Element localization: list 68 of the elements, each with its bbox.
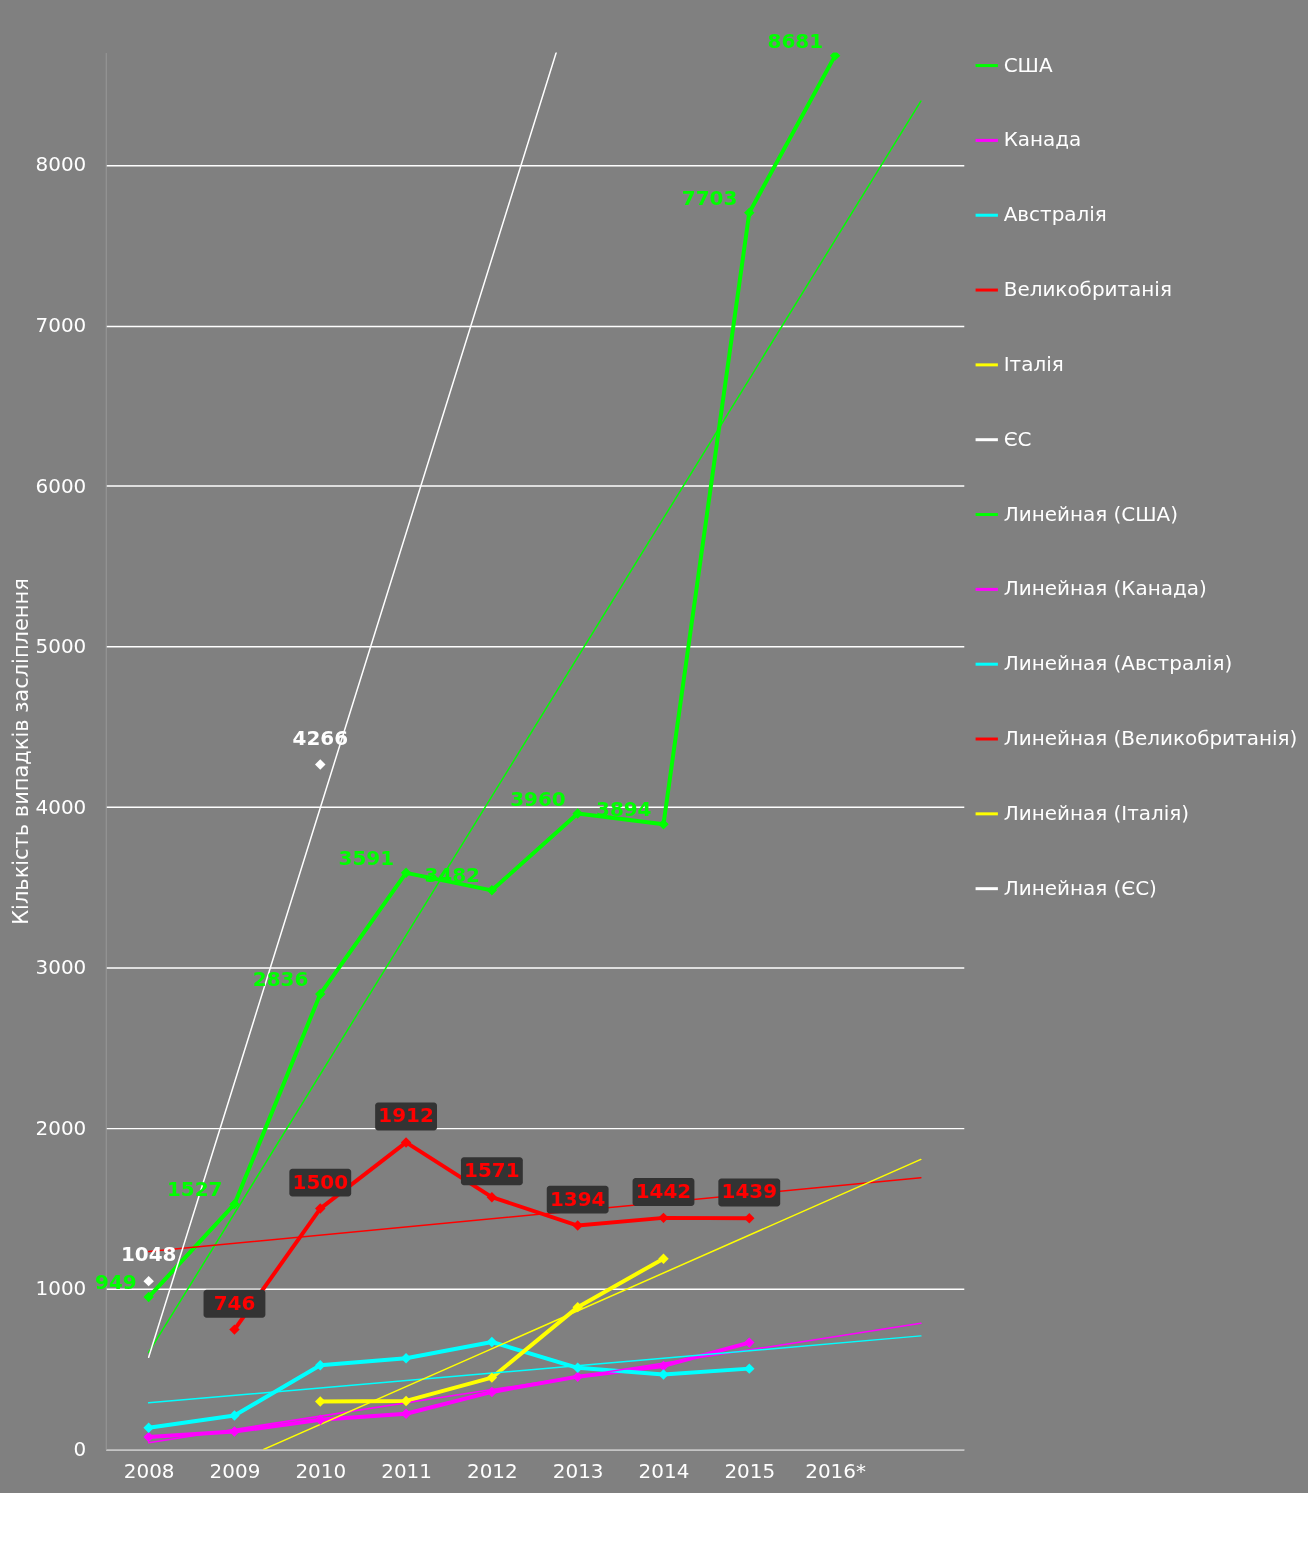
y-axis-title: Кількість випадків засліплення [8, 578, 33, 925]
data-label: 746 [213, 1290, 256, 1315]
data-label: 1048 [120, 1242, 177, 1267]
data-label: 8681 [767, 28, 824, 53]
point [315, 759, 326, 770]
legend-label: Італія [1003, 351, 1064, 376]
y-tick-label: 2000 [35, 1115, 87, 1140]
point [572, 808, 583, 819]
point [315, 1203, 326, 1214]
point [486, 1191, 498, 1203]
point [486, 1336, 498, 1348]
x-tick-label: 2009 [209, 1458, 261, 1483]
data-label: 1439 [721, 1179, 778, 1204]
data-label: 1500 [292, 1169, 349, 1194]
data-label: 949 [95, 1270, 137, 1295]
point [744, 1363, 755, 1374]
x-tick-label: 2008 [123, 1458, 175, 1483]
y-tick-label: 4000 [35, 794, 87, 819]
legend-label: Линейная (ЄС) [1003, 875, 1157, 900]
point [572, 1220, 583, 1231]
point [315, 988, 326, 1000]
y-tick-label: 8000 [35, 152, 87, 177]
data-label: 1442 [635, 1178, 692, 1203]
data-label: 3591 [338, 845, 395, 870]
legend-label: ЄС [1003, 426, 1032, 451]
point [829, 52, 841, 61]
x-tick-label: 2016* [805, 1458, 866, 1483]
y-tick-label: 5000 [35, 634, 87, 659]
legend-label: США [1003, 52, 1053, 77]
legend-label: Линейная (Канада) [1003, 576, 1207, 601]
x-tick-label: 2010 [295, 1458, 347, 1483]
point [486, 885, 498, 896]
x-tick-label: 2013 [552, 1458, 604, 1483]
data-label: 1571 [464, 1158, 520, 1183]
legend-label: Линейная (Австралія) [1003, 651, 1233, 676]
legend-label: Линейная (США) [1003, 501, 1178, 526]
y-tick-label: 3000 [35, 955, 87, 980]
x-tick-label: 2015 [724, 1458, 776, 1483]
y-tick-label: 7000 [35, 313, 87, 338]
point [658, 1253, 669, 1264]
point [143, 1291, 154, 1303]
data-label: 7703 [681, 185, 738, 210]
x-tick-label: 2014 [638, 1458, 690, 1483]
legend-label: Линейная (Італія) [1003, 800, 1190, 825]
y-tick-label: 1000 [35, 1276, 87, 1301]
point [143, 1275, 154, 1287]
x-tick-label: 2011 [381, 1458, 432, 1483]
point [143, 1422, 154, 1433]
legend-label: Линейная (Великобританія) [1003, 726, 1298, 750]
point [400, 867, 412, 879]
point [744, 1337, 755, 1348]
point [486, 1372, 498, 1383]
point [744, 1213, 755, 1224]
data-label: 1394 [549, 1186, 606, 1211]
data-label: 3960 [510, 786, 566, 811]
point [229, 1324, 240, 1335]
point [572, 1301, 583, 1313]
data-label: 1912 [378, 1103, 434, 1128]
point [744, 207, 755, 218]
point [572, 1371, 583, 1382]
point [229, 1198, 240, 1210]
legend-label: Канада [1003, 127, 1082, 152]
y-tick-label: 0 [73, 1436, 87, 1461]
legend-label: Австралія [1003, 202, 1107, 227]
point [400, 1137, 412, 1148]
x-tick-label: 2012 [467, 1458, 518, 1483]
legend-label: Великобританія [1003, 277, 1172, 302]
y-tick-label: 6000 [35, 473, 87, 498]
